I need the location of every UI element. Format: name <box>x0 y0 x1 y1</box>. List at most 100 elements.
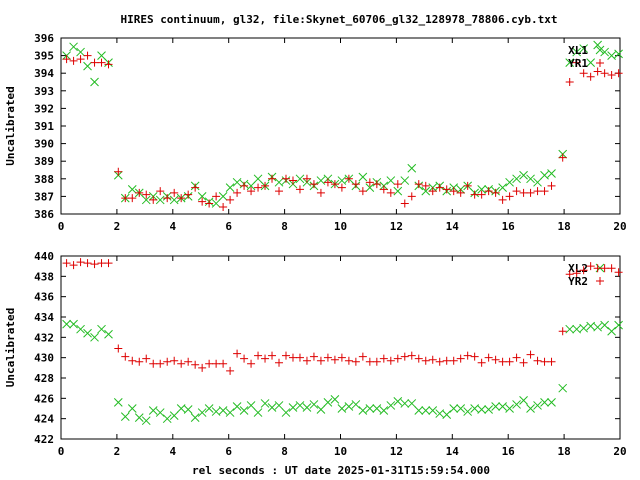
data-point <box>558 153 567 162</box>
y-tick-label: 391 <box>34 120 54 133</box>
x-tick-label: 4 <box>169 445 176 458</box>
data-point <box>219 359 228 368</box>
data-point <box>97 324 106 334</box>
data-point <box>572 47 582 57</box>
data-point <box>407 351 416 360</box>
data-point <box>477 185 487 194</box>
data-point <box>435 409 445 418</box>
data-point <box>558 327 567 336</box>
data-point <box>565 78 574 86</box>
legend-marker <box>595 45 605 55</box>
data-point <box>330 355 339 364</box>
data-point <box>177 194 186 203</box>
data-point <box>540 187 549 196</box>
data-point <box>134 413 144 423</box>
data-point <box>393 186 403 196</box>
data-point <box>579 266 588 275</box>
data-point <box>565 58 575 67</box>
data-point <box>316 405 326 414</box>
data-point <box>614 69 623 78</box>
data-point <box>155 195 165 205</box>
data-point <box>593 67 602 76</box>
data-point <box>400 399 410 408</box>
data-point <box>533 356 542 365</box>
data-point <box>128 194 137 203</box>
data-point <box>484 405 493 414</box>
data-point <box>184 357 193 366</box>
data-point <box>607 326 616 336</box>
data-point <box>337 353 346 362</box>
data-point <box>97 51 106 60</box>
data-point <box>211 407 221 416</box>
data-point <box>198 363 207 372</box>
data-point <box>288 176 297 185</box>
data-point <box>372 357 381 366</box>
data-point <box>435 357 444 366</box>
data-point <box>240 181 249 190</box>
data-point <box>498 357 507 366</box>
data-point <box>141 195 151 205</box>
data-point <box>155 408 165 417</box>
data-point <box>316 356 325 365</box>
y-tick-label: 424 <box>34 413 54 426</box>
data-point <box>247 359 256 368</box>
data-point <box>463 351 472 360</box>
data-point <box>572 324 582 334</box>
data-point <box>127 404 137 413</box>
data-point <box>593 264 602 273</box>
y-tick-label: 392 <box>34 102 54 115</box>
data-point <box>120 412 130 421</box>
y-tick-label: 434 <box>34 311 54 324</box>
data-point <box>316 176 326 185</box>
data-point <box>407 399 417 408</box>
data-point <box>114 167 123 176</box>
data-point <box>600 47 609 57</box>
data-point <box>351 400 361 409</box>
data-point <box>393 397 403 406</box>
data-point <box>400 176 410 185</box>
data-point <box>302 403 312 412</box>
data-point <box>232 402 242 411</box>
data-point <box>386 356 395 365</box>
y-tick-label: 430 <box>34 352 54 365</box>
data-point <box>128 356 137 365</box>
data-point <box>449 404 459 413</box>
data-point <box>407 192 416 201</box>
x-tick-label: 20 <box>613 445 626 458</box>
data-point <box>505 192 514 201</box>
data-point <box>407 163 417 173</box>
data-point <box>456 188 465 197</box>
y-tick-label: 394 <box>34 67 54 80</box>
data-point <box>233 188 242 197</box>
data-point <box>365 357 374 366</box>
series-YR1 <box>62 51 623 211</box>
x-tick-label: 6 <box>225 220 232 233</box>
data-point <box>295 401 305 410</box>
data-point <box>337 404 347 413</box>
x-tick-label: 10 <box>334 445 347 458</box>
data-point <box>113 398 123 407</box>
x-tick-label: 4 <box>169 220 176 233</box>
data-point <box>442 356 451 365</box>
y-axis-label: Uncalibrated <box>4 308 17 387</box>
data-point <box>253 408 263 417</box>
y-tick-label: 440 <box>34 250 54 263</box>
data-point <box>121 194 130 203</box>
y-tick-label: 388 <box>34 173 54 186</box>
data-point <box>90 332 99 342</box>
data-point <box>435 183 444 192</box>
data-point <box>69 42 78 52</box>
data-point <box>358 406 368 415</box>
plot-panels: 0 2 4 6 8 10 12 14 16 18 2038638738838939039139239… <box>4 32 627 458</box>
data-point <box>372 180 381 189</box>
data-point <box>135 188 144 197</box>
data-point <box>62 319 71 329</box>
data-point <box>505 404 514 413</box>
data-point <box>358 172 368 182</box>
data-point <box>572 269 581 278</box>
x-tick-label: 14 <box>446 220 460 233</box>
data-point <box>170 188 179 197</box>
data-point <box>449 356 458 365</box>
data-point <box>526 350 535 359</box>
legend-label: XL1 <box>568 44 588 57</box>
